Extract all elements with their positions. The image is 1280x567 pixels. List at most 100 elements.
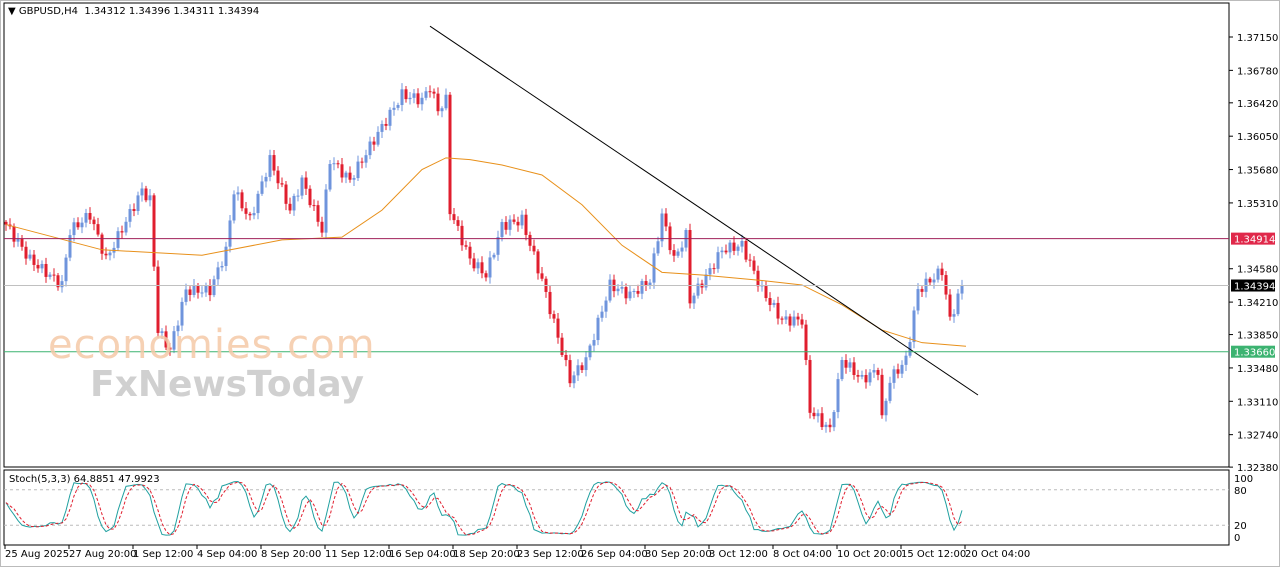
candle-body xyxy=(744,241,748,260)
y-tick-label: 1.36780 xyxy=(1237,66,1278,77)
x-tick-label: 8 Sep 20:00 xyxy=(261,549,321,560)
candle-body xyxy=(28,254,32,259)
candle-body xyxy=(664,213,668,227)
x-tick-label: 30 Sep 20:00 xyxy=(645,549,712,560)
stoch-label: Stoch(5,3,3) 64.8851 47.9923 xyxy=(9,474,160,485)
candle-body xyxy=(408,97,412,100)
candle-body xyxy=(740,241,744,247)
candle-body xyxy=(272,155,276,171)
stoch-pane-border xyxy=(3,469,1230,546)
candle-body xyxy=(376,131,380,145)
candle-body xyxy=(840,360,844,380)
candle-body xyxy=(512,219,516,222)
candle-body xyxy=(288,203,292,211)
candle-body xyxy=(36,264,40,269)
stoch-axis-label: 20 xyxy=(1234,521,1247,532)
candle-body xyxy=(440,108,444,112)
candle-body xyxy=(444,94,448,109)
candle-body xyxy=(652,253,656,283)
candle-body xyxy=(128,209,132,222)
candle-body xyxy=(300,177,304,196)
candle-body xyxy=(816,413,820,417)
candle-body xyxy=(604,300,608,312)
candle-body xyxy=(556,318,560,338)
candle-body xyxy=(680,247,684,252)
candle-body xyxy=(244,208,248,214)
candle-body xyxy=(156,266,160,333)
y-tick-label: 1.33110 xyxy=(1237,397,1278,408)
candle-body xyxy=(488,257,492,278)
y-tick-label: 1.33480 xyxy=(1237,364,1278,375)
price-label-resistance: 1.34914 xyxy=(1234,235,1275,246)
candle-body xyxy=(804,324,808,360)
candle-body xyxy=(784,316,788,320)
candle-body xyxy=(792,316,796,326)
candle-body xyxy=(176,325,180,332)
candle-body xyxy=(920,289,924,292)
candle-body xyxy=(464,245,468,247)
main-pane-border xyxy=(3,2,1230,468)
candle-body xyxy=(120,231,124,233)
candle-body xyxy=(80,222,84,228)
candle-body xyxy=(492,254,496,258)
candle-body xyxy=(72,222,76,236)
candle-body xyxy=(500,222,504,238)
candle-body xyxy=(940,268,944,276)
candle-body xyxy=(4,221,8,225)
candle-body xyxy=(508,219,512,230)
candle-body xyxy=(548,291,552,315)
candle-body xyxy=(456,220,460,226)
candle-body xyxy=(532,245,536,252)
candle-body xyxy=(564,354,568,361)
candle-body xyxy=(216,267,220,280)
candle-body xyxy=(576,365,580,376)
candle-body xyxy=(344,172,348,178)
candle-body xyxy=(832,412,836,428)
candle-body xyxy=(212,279,216,296)
candle-body xyxy=(892,369,896,383)
candle-body xyxy=(844,360,848,368)
candle-body xyxy=(484,273,488,278)
candle-body xyxy=(584,357,588,371)
candle-body xyxy=(64,257,68,282)
candle-body xyxy=(660,213,664,242)
candle-body xyxy=(276,170,280,184)
candle-body xyxy=(268,155,272,177)
y-tick-label: 1.34210 xyxy=(1237,298,1278,309)
candle-body xyxy=(768,298,772,305)
symbol: GBPUSD,H4 xyxy=(18,6,78,17)
candle-body xyxy=(516,221,520,226)
candle-body xyxy=(424,91,428,98)
candle-body xyxy=(480,262,484,274)
candle-body xyxy=(252,213,256,216)
chart-title: ▼ GBPUSD,H4 1.34312 1.34396 1.34311 1.34… xyxy=(8,6,259,17)
candle-body xyxy=(160,331,164,333)
candle-body xyxy=(76,222,80,228)
candle-body xyxy=(180,301,184,326)
candle-body xyxy=(312,205,316,207)
candle-body xyxy=(568,360,572,384)
candle-body xyxy=(748,259,752,261)
candle-body xyxy=(48,274,52,277)
candle-body xyxy=(148,195,152,201)
candle-body xyxy=(184,289,188,302)
y-tick-label: 1.35680 xyxy=(1237,166,1278,177)
candle-body xyxy=(780,318,784,320)
price-label-support: 1.33660 xyxy=(1234,348,1275,359)
candle-body xyxy=(152,195,156,267)
candle-body xyxy=(772,302,776,305)
candle-body xyxy=(936,268,940,280)
dropdown-arrow-icon[interactable]: ▼ xyxy=(8,6,16,17)
candle-body xyxy=(828,424,832,428)
candle-body xyxy=(720,250,724,253)
candle-body xyxy=(472,258,476,269)
candle-body xyxy=(240,192,244,209)
x-tick-label: 11 Sep 12:00 xyxy=(325,549,392,560)
candle-body xyxy=(384,123,388,126)
candle-body xyxy=(864,375,868,383)
candle-body xyxy=(712,268,716,270)
candle-body xyxy=(620,287,624,289)
candle-body xyxy=(436,93,440,112)
x-tick-label: 27 Aug 20:00 xyxy=(69,549,136,560)
